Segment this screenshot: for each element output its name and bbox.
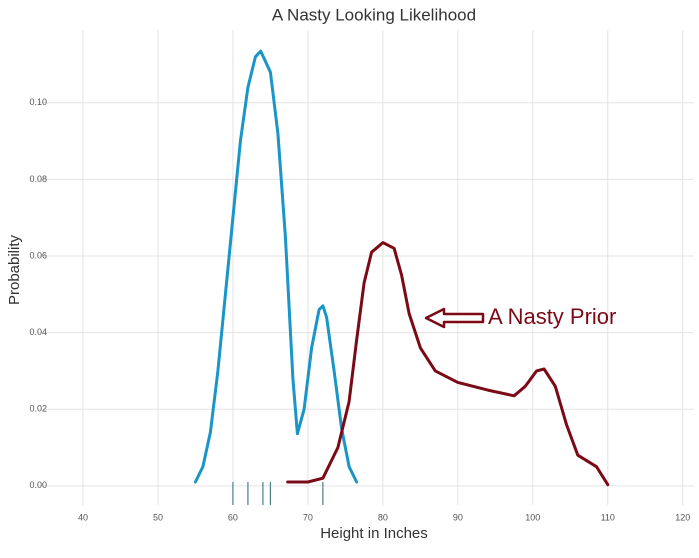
grid: 40 50 60 70 80 90 100 110 120 0.00 0.02 0.04 0.06 0.0… (29, 30, 694, 522)
y-tick-label: 0.02 (29, 404, 47, 414)
x-tick-label: 90 (453, 512, 463, 522)
x-tick-label: 100 (525, 512, 540, 522)
line (286, 241, 610, 487)
chart-title: A Nasty Looking Likelihood (272, 5, 476, 24)
y-tick-label: 0.10 (29, 97, 47, 107)
annotation: A Nasty Prior (488, 304, 616, 329)
x-tick-label: 120 (675, 512, 690, 522)
x-tick-label: 70 (303, 512, 313, 522)
x-tick-label: 50 (153, 512, 163, 522)
y-tick-label: 0.04 (29, 327, 47, 337)
x-tick-label: 60 (228, 512, 238, 522)
plot (193, 49, 610, 505)
x-tick-label: 110 (601, 512, 615, 522)
x-tick-label: 80 (378, 512, 388, 522)
y-tick-label: 0.00 (29, 480, 47, 490)
x-axis-label: Height in Inches (320, 525, 428, 542)
annotation-arrow (424, 307, 485, 329)
y-tick-label: 0.06 (29, 250, 47, 260)
y-tick-label: 0.08 (29, 174, 47, 184)
line (193, 49, 359, 484)
x-tick-label: 40 (78, 512, 88, 522)
y-axis-label: Probability (6, 234, 23, 305)
